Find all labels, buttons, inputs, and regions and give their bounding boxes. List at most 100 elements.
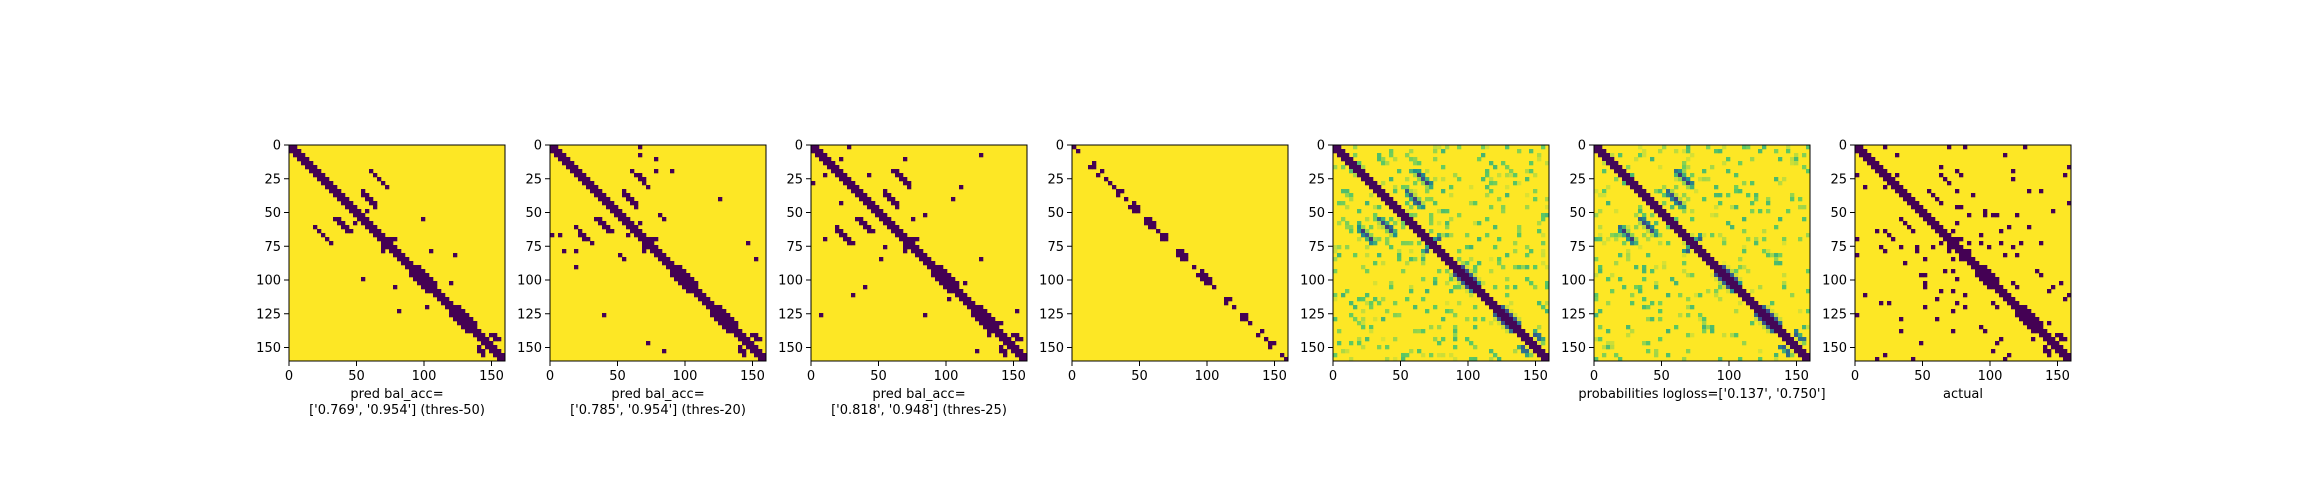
heatmap-cell: [341, 201, 346, 206]
heatmap-cell: [445, 305, 450, 310]
heatmap-cell: [1610, 273, 1615, 278]
heatmap-cell: [1469, 289, 1474, 294]
heatmap-cell: [927, 261, 932, 266]
heatmap-cell: [1361, 321, 1366, 326]
heatmap-cell: [1505, 309, 1510, 314]
heatmap-cell: [369, 197, 374, 202]
heatmap-cell: [1505, 145, 1510, 150]
heatmap-cell: [1541, 337, 1546, 342]
heatmap-cell: [493, 349, 498, 354]
heatmap-cell: [1690, 237, 1695, 242]
heatmap-cell: [1096, 173, 1101, 178]
heatmap-cell: [1477, 157, 1482, 162]
heatmap-cell: [754, 257, 759, 262]
heatmap-cell: [1622, 241, 1627, 246]
heatmap-cell: [449, 313, 454, 318]
heatmap-cell: [1626, 165, 1631, 170]
heatmap-cell: [1979, 269, 1984, 274]
heatmap-cell: [947, 285, 952, 290]
heatmap-cell: [1686, 197, 1691, 202]
heatmap-cell: [1602, 189, 1607, 194]
heatmap-cell: [1718, 297, 1723, 302]
heatmap-cell: [1485, 297, 1490, 302]
heatmap-cell: [1602, 241, 1607, 246]
heatmap-cell: [301, 157, 306, 162]
heatmap-cell: [1754, 309, 1759, 314]
heatmap-cell: [1365, 293, 1370, 298]
heatmap-cell: [1770, 317, 1775, 322]
heatmap-cell: [1598, 149, 1603, 154]
y-tick-label: 150: [1822, 341, 1847, 356]
heatmap-cell: [1899, 193, 1904, 198]
heatmap-cell: [883, 189, 888, 194]
heatmap-cell: [1373, 281, 1378, 286]
heatmap-cell: [931, 269, 936, 274]
heatmap-cell: [2019, 309, 2024, 314]
heatmap-cell: [1646, 317, 1651, 322]
heatmap-cell: [1722, 237, 1727, 242]
heatmap-cell: [1630, 173, 1635, 178]
heatmap-cell: [999, 321, 1004, 326]
heatmap-cell: [582, 237, 587, 242]
heatmap-cell: [1638, 145, 1643, 150]
heatmap-cell: [1742, 245, 1747, 250]
heatmap-cell: [975, 313, 980, 318]
heatmap-cell: [1260, 329, 1265, 334]
heatmap-cell: [2047, 289, 2052, 294]
heatmap-cell: [1453, 329, 1458, 334]
heatmap-cell: [1622, 177, 1627, 182]
heatmap-cell: [742, 353, 747, 358]
heatmap-cell: [1935, 317, 1940, 322]
heatmap-cell: [979, 257, 984, 262]
heatmap-cell: [2035, 269, 2040, 274]
heatmap-cell: [461, 325, 466, 330]
heatmap-cell: [1746, 145, 1751, 150]
heatmap-cell: [1987, 277, 1992, 282]
heatmap-cell: [1995, 285, 2000, 290]
heatmap-cell: [1473, 325, 1478, 330]
heatmap-cell: [1798, 349, 1803, 354]
heatmap-cell: [903, 181, 908, 186]
heatmap-cell: [738, 345, 743, 350]
heatmap-cell: [738, 349, 743, 354]
heatmap-cell: [690, 281, 695, 286]
heatmap-cell: [341, 197, 346, 202]
heatmap-cell: [1337, 341, 1342, 346]
heatmap-cell: [710, 313, 715, 318]
heatmap-cell: [421, 285, 426, 290]
heatmap-cell: [1003, 349, 1008, 354]
heatmap-cell: [710, 305, 715, 310]
heatmap-cell: [883, 213, 888, 218]
heatmap-cell: [642, 241, 647, 246]
heatmap-cell: [1341, 217, 1346, 222]
heatmap-cell: [1722, 285, 1727, 290]
heatmap-cell: [473, 325, 478, 330]
heatmap-cell: [457, 309, 462, 314]
heatmap-cell: [333, 217, 338, 222]
heatmap-cell: [1489, 321, 1494, 326]
heatmap-cell: [2003, 357, 2008, 362]
heatmap-cell: [1377, 237, 1382, 242]
heatmap-cell: [1341, 189, 1346, 194]
heatmap-cell: [1650, 157, 1655, 162]
heatmap-cell: [1425, 237, 1430, 242]
heatmap-cell: [1802, 217, 1807, 222]
heatmap-cell: [1614, 161, 1619, 166]
heatmap-cell: [895, 225, 900, 230]
heatmap-cell: [2059, 337, 2064, 342]
heatmap-cell: [979, 321, 984, 326]
heatmap-cell: [1618, 153, 1623, 158]
heatmap-cell: [1389, 285, 1394, 290]
heatmap-cell: [2063, 337, 2068, 342]
heatmap-cell: [1513, 241, 1518, 246]
heatmap-cell: [393, 285, 398, 290]
heatmap-cell: [1686, 177, 1691, 182]
heatmap-cell: [879, 209, 884, 214]
heatmap-cell: [1541, 249, 1546, 254]
heatmap-cell: [1758, 309, 1763, 314]
heatmap-cell: [2015, 309, 2020, 314]
heatmap-cell: [1983, 329, 1988, 334]
x-tick-label: 150: [1784, 369, 1809, 384]
heatmap-cell: [1646, 193, 1651, 198]
heatmap-cell: [1473, 277, 1478, 282]
